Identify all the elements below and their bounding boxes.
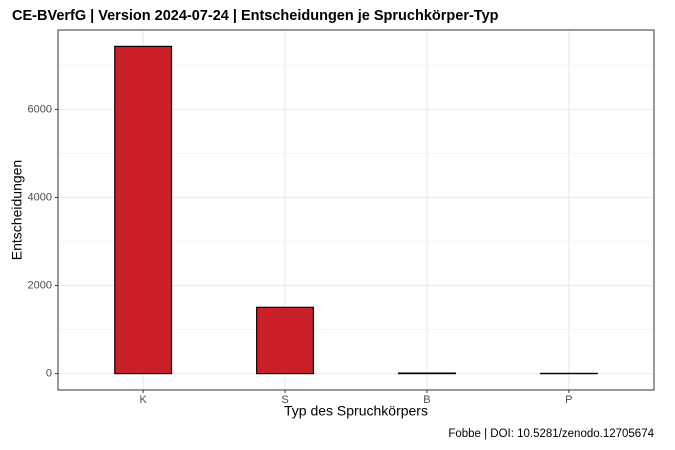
y-axis-label: Entscheidungen [9,160,25,260]
x-axis-label: Typ des Spruchkörpers [284,403,428,419]
caption: Fobbe | DOI: 10.5281/zenodo.12705674 [448,428,654,440]
y-tick-label: 4000 [28,191,52,203]
x-tick-label: B [423,394,430,406]
y-tick-label: 2000 [28,279,52,291]
bar [114,45,173,375]
bar [256,306,315,375]
bar [397,372,456,375]
x-tick-label: S [281,394,288,406]
y-tick-label: 6000 [28,103,52,115]
x-tick-label: P [565,394,572,406]
panel-border [57,29,655,391]
x-tick-label: K [139,394,147,406]
y-tick-label: 0 [46,368,52,380]
chart-title: CE-BVerfG | Version 2024-07-24 | Entsche… [12,8,499,24]
